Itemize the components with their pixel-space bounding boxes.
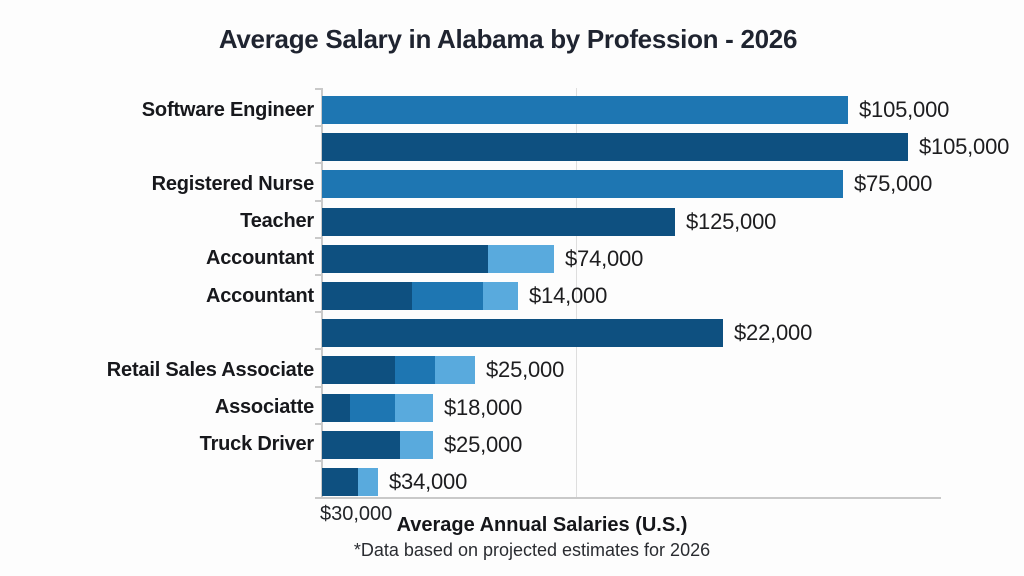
category-label: Truck Driver [199, 433, 315, 456]
y-axis-tick [315, 385, 321, 388]
bar-segment-dark [322, 282, 412, 310]
bar-segment-dark [322, 468, 358, 496]
bar-segment-medium [322, 96, 848, 124]
bar-row: $105,000 [0, 125, 1024, 162]
bar-row: $22,000 [0, 311, 1024, 348]
bar-row: Retail Sales Associate $25,000 [0, 348, 1024, 385]
y-axis-tick [315, 162, 321, 165]
bar [322, 282, 518, 310]
category-label: Registered Nurse [151, 172, 315, 195]
y-axis-tick [315, 422, 321, 425]
bar [322, 356, 475, 385]
value-label: $18,000 [444, 394, 523, 420]
bar-row: Truck Driver $25,000 [0, 423, 1024, 460]
y-axis-tick [315, 125, 321, 128]
bar-segment-dark [322, 319, 723, 348]
value-label: $25,000 [486, 357, 565, 383]
bar-segment-light [435, 356, 475, 385]
bar [322, 468, 378, 496]
category-label [0, 468, 314, 496]
bar-segment-light [488, 244, 554, 273]
bar-row: Accountant $74,000 [0, 237, 1024, 274]
x-axis-title: Average Annual Salaries (U.S.) [396, 514, 688, 536]
value-label: $105,000 [859, 97, 950, 122]
y-axis-tick [315, 460, 321, 462]
value-label: $125,000 [686, 208, 777, 234]
bar [322, 430, 433, 459]
bar [322, 393, 433, 422]
y-axis-tick [315, 274, 321, 276]
chart-footnote: *Data based on projected estimates for 2… [353, 540, 711, 560]
value-label: $75,000 [854, 171, 933, 197]
x-axis-tick-label: $30,000 [320, 503, 393, 525]
chart-title: Average Salary in Alabama by Profession … [218, 24, 798, 54]
bar-segment-dark [322, 133, 908, 162]
category-label [0, 133, 314, 161]
bar [322, 96, 848, 124]
y-axis-tick [315, 236, 321, 239]
y-axis-tick [315, 311, 321, 314]
bar-row: Accountant $14,000 [0, 274, 1024, 311]
y-axis-tick [315, 88, 321, 90]
bar-segment-medium [395, 356, 435, 385]
category-label: Associatte [214, 396, 314, 419]
y-axis-tick [315, 497, 321, 500]
y-axis-tick [315, 348, 321, 351]
category-label: Teacher [240, 210, 314, 233]
bar-segment-dark [322, 430, 400, 459]
bar-row: Software Engineer $105,000 [0, 88, 1024, 125]
value-label: $105,000 [919, 134, 1010, 160]
category-label: Retail Sales Associate [106, 358, 314, 381]
bar-row: $34,000 [0, 460, 1024, 497]
bar [322, 133, 908, 162]
bar-segment-dark [322, 207, 675, 236]
value-label: $22,000 [734, 320, 813, 346]
bar [322, 319, 723, 348]
value-label: $14,000 [529, 283, 608, 308]
bar [322, 170, 843, 199]
category-label [0, 319, 314, 347]
bar-row: Associatte $18,000 [0, 386, 1024, 423]
bar [322, 207, 675, 236]
bar-row: Registered Nurse $75,000 [0, 162, 1024, 199]
bar-segment-dark [322, 244, 488, 273]
y-axis-tick [315, 199, 321, 202]
x-axis-line [321, 497, 941, 499]
bar-segment-light [483, 282, 518, 310]
value-label: $34,000 [389, 469, 468, 494]
bar-segment-medium [350, 393, 395, 422]
bar-segment-medium [412, 282, 483, 310]
bar-row: Teacher $125,000 [0, 200, 1024, 237]
bar-segment-light [395, 393, 433, 422]
value-label: $74,000 [565, 245, 644, 271]
vertical-gridline [576, 88, 577, 497]
value-label: $25,000 [444, 431, 523, 457]
bar [322, 244, 554, 273]
category-label: Accountant [205, 247, 314, 270]
bar-segment-dark [322, 393, 350, 422]
category-label: Software Engineer [141, 98, 314, 121]
bar-segment-light [400, 430, 433, 459]
bar-segment-dark [322, 356, 395, 385]
bar-segment-light [358, 468, 378, 496]
category-label: Accountant [205, 284, 314, 307]
bar-segment-medium [322, 170, 843, 199]
